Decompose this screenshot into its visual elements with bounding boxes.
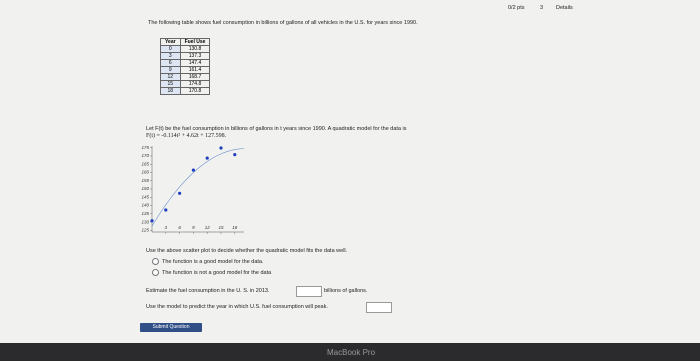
row: 3 137.3: [160, 52, 211, 60]
row: 18 170.8: [160, 87, 211, 95]
cell: 3: [160, 52, 181, 60]
formula-part: F(t) =: [146, 133, 160, 139]
cell: 6: [160, 59, 181, 67]
cell: 170.8: [179, 87, 211, 95]
y-tick-label: 145: [141, 194, 149, 199]
y-tick-label: 175: [141, 145, 149, 150]
data-point: [178, 191, 182, 195]
header-cell: Year: [160, 38, 181, 46]
intro: The following table shows fuel consumpti…: [148, 20, 418, 26]
header-row: Year Fuel Use: [160, 38, 211, 46]
formula-part: t +: [197, 133, 204, 139]
cell: 174.8: [179, 80, 211, 88]
y-tick-label: 155: [141, 178, 149, 183]
cell: 15: [160, 80, 181, 88]
row: 9 161.4: [160, 66, 211, 74]
cell: 130.8: [179, 45, 211, 53]
y-tick-label: 150: [141, 186, 149, 191]
data-table: Year Fuel Use 0 130.8 3 137.3 6 147.4 9 161.4 12 16…: [160, 38, 211, 95]
cell: 168.7: [179, 73, 211, 81]
y-tick-label: 165: [141, 161, 149, 166]
y-tick-label: 140: [141, 203, 149, 208]
model-text: Let F(t) be the fuel consumption in bill…: [146, 126, 407, 132]
question: Estimate the fuel consumption in the U. …: [146, 288, 270, 294]
data-point: [164, 208, 168, 212]
cell: 161.4: [179, 66, 211, 74]
question: Use the model to predict the year in whi…: [146, 304, 328, 310]
option-text: The function is a good model for the dat…: [162, 258, 264, 265]
answer-input[interactable]: [296, 286, 322, 297]
formula-part: 4.62: [186, 133, 198, 139]
x-tick-label: 18: [232, 225, 238, 230]
retries: 3: [540, 5, 544, 11]
cell: 0: [160, 45, 181, 53]
y-tick-label: 160: [141, 170, 149, 175]
formula-part: 127.598: [205, 133, 225, 139]
submit-button[interactable]: Submit Question: [140, 323, 202, 332]
y-tick-label: 135: [141, 211, 149, 216]
score: 0/2 pts: [508, 5, 525, 11]
formula-part: -0.114: [161, 133, 177, 139]
scatter-plot: 125 130 135 140 145 150 155 160 165 170 175 3 6 9 12 15…: [141, 145, 245, 234]
row: 12 168.7: [160, 73, 211, 81]
formula-part: t² +: [176, 133, 186, 139]
answer-input[interactable]: [366, 302, 392, 313]
cell: 9: [160, 66, 181, 74]
cell: 18: [160, 87, 181, 95]
data-point: [150, 219, 154, 223]
details[interactable]: Details: [556, 5, 573, 11]
option-text: The function is not a good model for the…: [162, 269, 272, 276]
row: 15 174.8: [160, 80, 211, 88]
formula-part: .: [224, 133, 227, 139]
unit: billions of gallons.: [324, 288, 368, 294]
option[interactable]: The function is not a good model for the…: [152, 269, 271, 276]
cell: 147.4: [179, 59, 211, 67]
y-tick-label: 125: [141, 228, 149, 233]
data-point: [191, 168, 195, 172]
header-cell: Fuel Use: [179, 38, 211, 46]
question: Use the above scatter plot to decide whe…: [146, 248, 348, 254]
bezel-label: MacBook Pro: [327, 348, 376, 357]
data-point: [219, 146, 223, 150]
cell: 12: [160, 73, 181, 81]
model-curve: [151, 148, 245, 227]
x-tick-label: 12: [205, 225, 211, 230]
option[interactable]: The function is a good model for the dat…: [152, 258, 264, 265]
row: 0 130.8: [160, 45, 211, 53]
x-tick-label: 9: [192, 225, 195, 230]
x-tick-label: 6: [178, 225, 181, 230]
x-tick-label: 15: [218, 225, 224, 230]
y-tick-label: 130: [141, 219, 149, 224]
formula: F(t) = -0.114t² + 4.62t + 127.598.: [146, 133, 226, 139]
screen: 0/2 pts 3 Details The following table sh…: [0, 0, 700, 343]
x-tick-label: 3: [165, 225, 168, 230]
data-point: [233, 153, 237, 157]
row: 6 147.4: [160, 59, 211, 67]
y-tick-label: 170: [141, 153, 149, 158]
cell: 137.3: [179, 52, 211, 60]
data-point: [205, 156, 209, 160]
